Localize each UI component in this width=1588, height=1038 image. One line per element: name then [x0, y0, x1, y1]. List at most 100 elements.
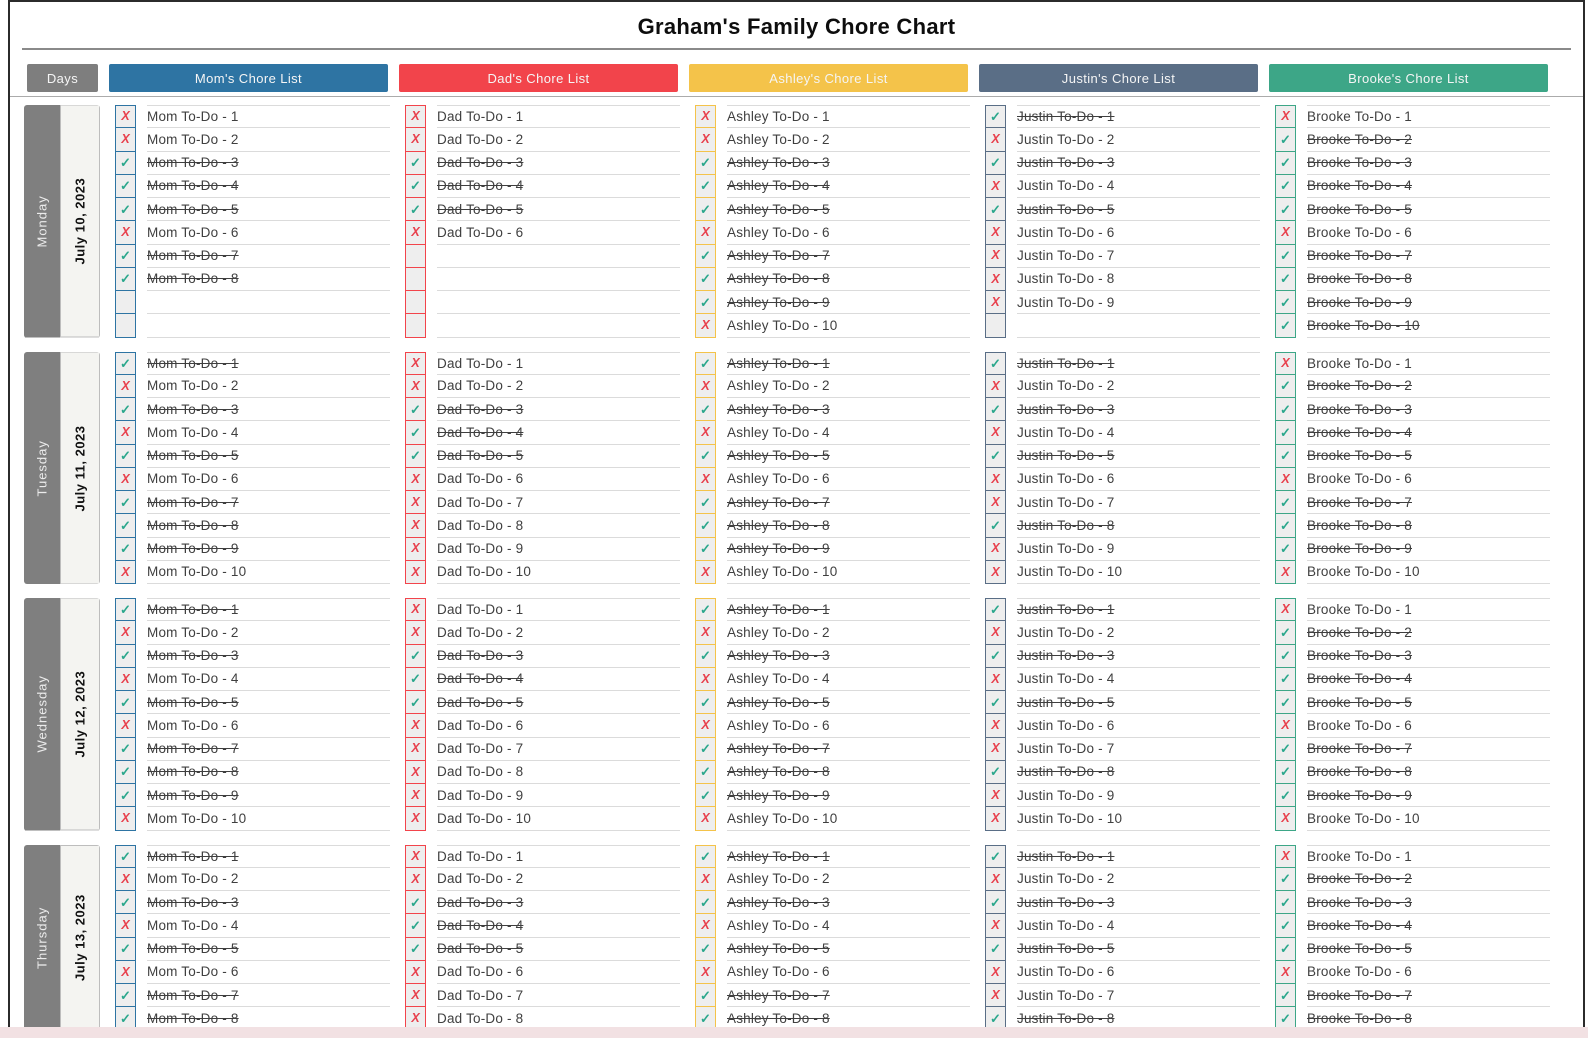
- chore-checkbox[interactable]: ✓: [115, 398, 136, 422]
- chore-checkbox[interactable]: X: [985, 867, 1006, 891]
- chore-checkbox[interactable]: ✓: [985, 691, 1006, 715]
- chore-checkbox[interactable]: X: [695, 621, 716, 645]
- chore-checkbox[interactable]: X: [985, 714, 1006, 738]
- chore-checkbox[interactable]: X: [985, 491, 1006, 515]
- chore-checkbox[interactable]: ✓: [695, 537, 716, 561]
- chore-checkbox[interactable]: ✓: [405, 444, 426, 468]
- chore-checkbox[interactable]: ✓: [405, 891, 426, 915]
- chore-checkbox[interactable]: X: [405, 351, 426, 375]
- chore-checkbox[interactable]: X: [405, 537, 426, 561]
- chore-checkbox[interactable]: ✓: [1275, 374, 1296, 398]
- chore-checkbox[interactable]: ✓: [695, 151, 716, 175]
- chore-checkbox[interactable]: ✓: [1275, 760, 1296, 784]
- chore-checkbox[interactable]: X: [115, 128, 136, 152]
- chore-checkbox[interactable]: X: [115, 421, 136, 445]
- chore-checkbox[interactable]: ✓: [1275, 537, 1296, 561]
- chore-checkbox[interactable]: X: [695, 914, 716, 938]
- chore-checkbox[interactable]: ✓: [695, 291, 716, 315]
- chore-checkbox[interactable]: X: [985, 784, 1006, 808]
- chore-checkbox[interactable]: ✓: [695, 984, 716, 1008]
- chore-checkbox[interactable]: ✓: [1275, 691, 1296, 715]
- chore-checkbox[interactable]: X: [695, 714, 716, 738]
- chore-checkbox[interactable]: X: [1275, 714, 1296, 738]
- chore-checkbox[interactable]: ✓: [1275, 398, 1296, 422]
- empty-checkbox[interactable]: [405, 314, 426, 338]
- chore-checkbox[interactable]: ✓: [1275, 491, 1296, 515]
- chore-checkbox[interactable]: X: [985, 244, 1006, 268]
- chore-checkbox[interactable]: ✓: [985, 198, 1006, 222]
- chore-checkbox[interactable]: ✓: [695, 937, 716, 961]
- chore-checkbox[interactable]: ✓: [115, 491, 136, 515]
- empty-checkbox[interactable]: [405, 291, 426, 315]
- chore-checkbox[interactable]: X: [985, 267, 1006, 291]
- chore-checkbox[interactable]: X: [985, 291, 1006, 315]
- chore-checkbox[interactable]: ✓: [985, 514, 1006, 538]
- chore-checkbox[interactable]: ✓: [985, 644, 1006, 668]
- chore-checkbox[interactable]: ✓: [1275, 737, 1296, 761]
- chore-checkbox[interactable]: ✓: [115, 244, 136, 268]
- chore-checkbox[interactable]: X: [115, 374, 136, 398]
- chore-checkbox[interactable]: ✓: [985, 937, 1006, 961]
- chore-checkbox[interactable]: ✓: [1275, 984, 1296, 1008]
- chore-checkbox[interactable]: ✓: [695, 760, 716, 784]
- chore-checkbox[interactable]: X: [695, 105, 716, 129]
- chore-checkbox[interactable]: X: [405, 560, 426, 584]
- chore-checkbox[interactable]: ✓: [115, 537, 136, 561]
- chore-checkbox[interactable]: X: [115, 960, 136, 984]
- chore-checkbox[interactable]: ✓: [1275, 891, 1296, 915]
- chore-checkbox[interactable]: X: [1275, 221, 1296, 245]
- chore-checkbox[interactable]: X: [695, 128, 716, 152]
- chore-checkbox[interactable]: ✓: [1275, 151, 1296, 175]
- chore-checkbox[interactable]: ✓: [695, 198, 716, 222]
- chore-checkbox[interactable]: X: [985, 914, 1006, 938]
- chore-checkbox[interactable]: X: [985, 221, 1006, 245]
- chore-checkbox[interactable]: ✓: [405, 198, 426, 222]
- chore-checkbox[interactable]: X: [405, 105, 426, 129]
- chore-checkbox[interactable]: X: [1275, 467, 1296, 491]
- chore-checkbox[interactable]: ✓: [695, 174, 716, 198]
- chore-checkbox[interactable]: ✓: [115, 984, 136, 1008]
- chore-checkbox[interactable]: ✓: [115, 444, 136, 468]
- chore-checkbox[interactable]: ✓: [115, 198, 136, 222]
- chore-checkbox[interactable]: X: [405, 844, 426, 868]
- chore-checkbox[interactable]: ✓: [1275, 128, 1296, 152]
- chore-checkbox[interactable]: X: [115, 221, 136, 245]
- chore-checkbox[interactable]: X: [405, 960, 426, 984]
- chore-checkbox[interactable]: X: [115, 105, 136, 129]
- chore-checkbox[interactable]: X: [1275, 351, 1296, 375]
- chore-checkbox[interactable]: ✓: [1275, 784, 1296, 808]
- chore-checkbox[interactable]: ✓: [985, 844, 1006, 868]
- chore-checkbox[interactable]: X: [405, 760, 426, 784]
- chore-checkbox[interactable]: X: [985, 537, 1006, 561]
- empty-checkbox[interactable]: [115, 291, 136, 315]
- chore-checkbox[interactable]: ✓: [115, 151, 136, 175]
- chore-checkbox[interactable]: ✓: [115, 351, 136, 375]
- chore-checkbox[interactable]: X: [695, 374, 716, 398]
- chore-checkbox[interactable]: ✓: [1275, 421, 1296, 445]
- chore-checkbox[interactable]: ✓: [985, 351, 1006, 375]
- chore-checkbox[interactable]: ✓: [1275, 667, 1296, 691]
- chore-checkbox[interactable]: X: [405, 514, 426, 538]
- chore-checkbox[interactable]: ✓: [1275, 644, 1296, 668]
- chore-checkbox[interactable]: X: [115, 714, 136, 738]
- chore-checkbox[interactable]: X: [1275, 844, 1296, 868]
- chore-checkbox[interactable]: ✓: [115, 174, 136, 198]
- chore-checkbox[interactable]: X: [405, 984, 426, 1008]
- chore-checkbox[interactable]: ✓: [115, 598, 136, 622]
- chore-checkbox[interactable]: ✓: [115, 891, 136, 915]
- chore-checkbox[interactable]: X: [405, 1007, 426, 1027]
- chore-checkbox[interactable]: ✓: [1275, 514, 1296, 538]
- chore-checkbox[interactable]: ✓: [695, 444, 716, 468]
- chore-checkbox[interactable]: X: [405, 598, 426, 622]
- chore-checkbox[interactable]: ✓: [405, 151, 426, 175]
- chore-checkbox[interactable]: ✓: [405, 691, 426, 715]
- chore-checkbox[interactable]: X: [695, 867, 716, 891]
- chore-checkbox[interactable]: X: [1275, 560, 1296, 584]
- chore-checkbox[interactable]: ✓: [115, 644, 136, 668]
- chore-checkbox[interactable]: ✓: [1275, 291, 1296, 315]
- chore-checkbox[interactable]: X: [985, 467, 1006, 491]
- chore-checkbox[interactable]: X: [985, 421, 1006, 445]
- chore-checkbox[interactable]: ✓: [405, 937, 426, 961]
- chore-checkbox[interactable]: ✓: [405, 174, 426, 198]
- chore-checkbox[interactable]: ✓: [695, 398, 716, 422]
